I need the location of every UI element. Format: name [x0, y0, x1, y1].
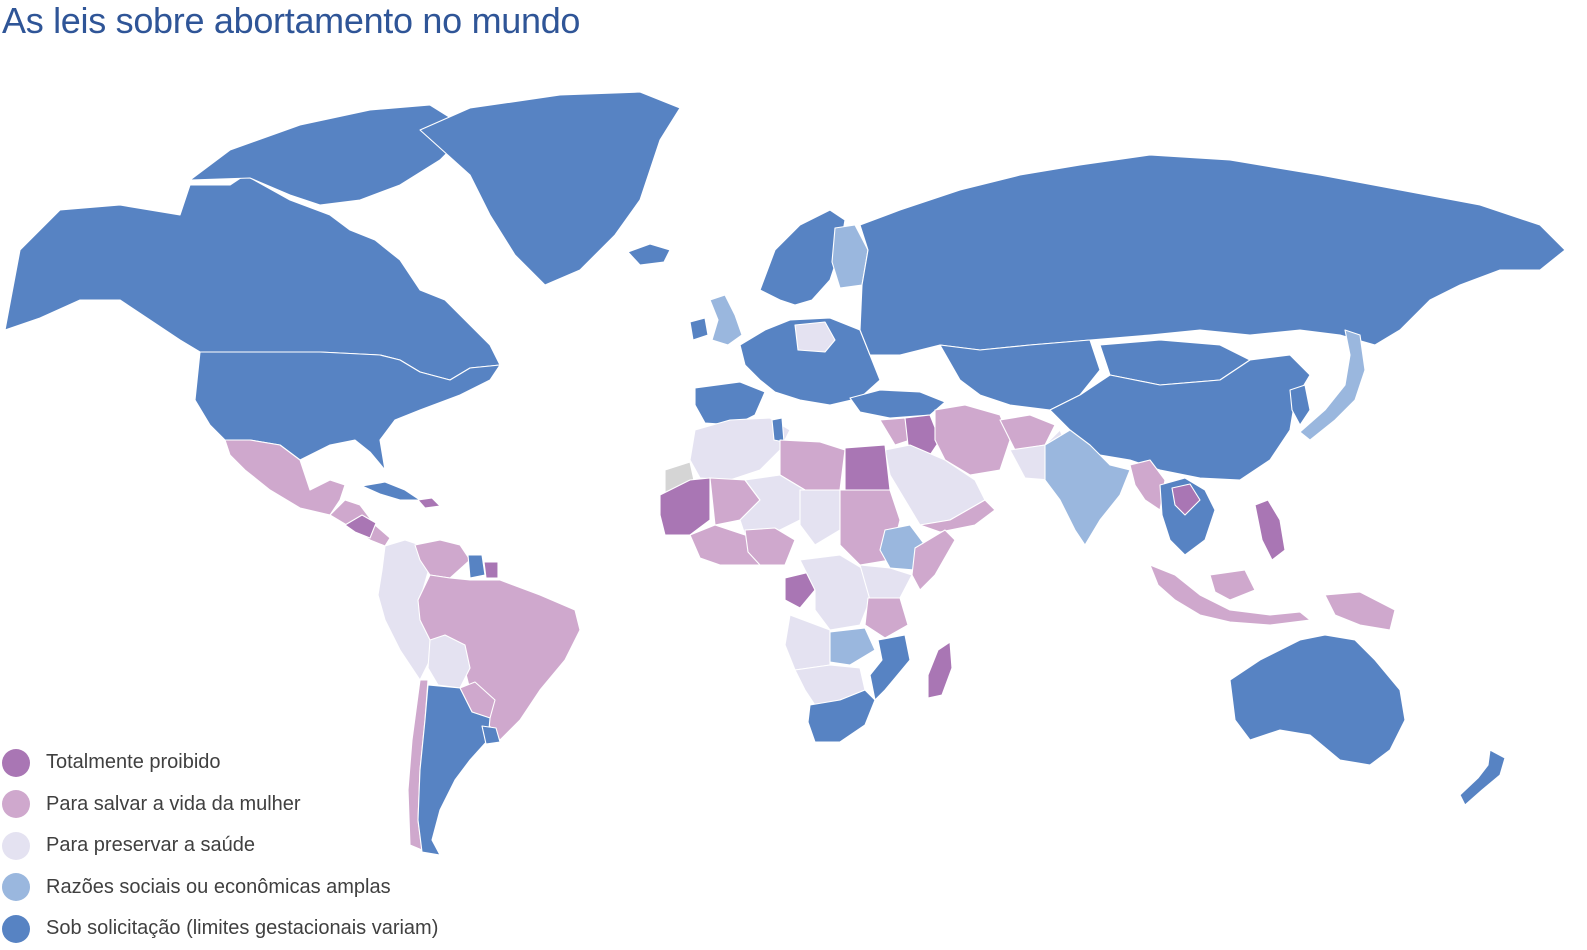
region-iceland	[627, 243, 671, 266]
region-australia	[1229, 634, 1406, 766]
legend-label: Totalmente proibido	[46, 751, 221, 774]
region-greenland	[419, 91, 681, 286]
region-tunisia	[771, 417, 785, 443]
region-koreas	[1289, 384, 1311, 426]
region-guyana	[467, 554, 486, 579]
legend-item-request: Sob solicitação (limites gestacionais va…	[2, 908, 438, 950]
legend-item-health: Para preservar a saúde	[2, 825, 438, 867]
swatch-prohibited	[2, 748, 30, 777]
region-new-zealand	[1459, 749, 1506, 806]
region-mozambique	[869, 634, 911, 701]
region-chad	[799, 489, 841, 546]
region-tanzania	[864, 597, 909, 639]
region-india	[1044, 429, 1131, 546]
legend-label: Para salvar a vida da mulher	[46, 792, 301, 815]
region-honduras-nicaragua	[344, 514, 377, 539]
region-suriname	[483, 561, 499, 579]
region-europe-west	[739, 317, 881, 406]
legend-item-life: Para salvar a vida da mulher	[2, 784, 438, 826]
region-madagascar	[927, 641, 953, 699]
region-indonesia	[1149, 564, 1311, 626]
region-uruguay	[481, 725, 501, 745]
region-canadian-arctic-islands	[189, 104, 471, 206]
region-afghanistan	[999, 414, 1056, 451]
region-cuba	[361, 481, 421, 501]
world-map	[4, 91, 1566, 856]
region-canada-alaska	[4, 174, 501, 381]
legend: Totalmente proibido Para salvar a vida d…	[2, 742, 438, 950]
region-iraq	[904, 414, 941, 456]
region-laos	[1171, 483, 1201, 516]
legend-item-socioeconomic: Razões sociais ou econômicas amplas	[2, 867, 438, 909]
region-venezuela	[414, 539, 471, 579]
region-poland	[794, 321, 836, 353]
legend-label: Sob solicitação (limites gestacionais va…	[46, 917, 439, 940]
region-egypt	[844, 444, 891, 493]
legend-label: Razões sociais ou econômicas amplas	[46, 875, 391, 898]
swatch-request	[2, 914, 30, 943]
map-title: As leis sobre abortamento no mundo	[2, 0, 581, 41]
region-bolivia	[427, 634, 471, 689]
region-china	[1049, 354, 1311, 481]
region-nigeria	[744, 527, 796, 566]
region-mauritania-senegal	[659, 477, 711, 536]
region-drc	[799, 554, 871, 631]
region-argentina	[417, 684, 491, 856]
region-papua	[1324, 591, 1396, 631]
region-north-africa	[689, 417, 791, 481]
region-east-africa	[859, 564, 913, 601]
region-angola	[784, 614, 831, 671]
region-uk	[709, 294, 743, 346]
region-turkey	[849, 389, 946, 419]
legend-item-prohibited: Totalmente proibido	[2, 742, 438, 784]
region-philippines	[1254, 499, 1286, 561]
region-mexico	[224, 439, 346, 516]
region-myanmar	[1129, 459, 1166, 511]
region-congo	[784, 571, 816, 609]
region-yemen-oman	[919, 499, 996, 533]
region-hispaniola	[417, 497, 441, 509]
region-japan	[1299, 329, 1366, 441]
region-ireland	[689, 317, 709, 341]
swatch-life	[2, 790, 30, 819]
swatch-socioeconomic	[2, 873, 30, 902]
legend-label: Para preservar a saúde	[46, 834, 256, 857]
region-iran	[934, 404, 1011, 476]
swatch-health	[2, 831, 30, 860]
region-south-africa	[807, 689, 876, 743]
region-russia	[859, 154, 1566, 356]
region-zambia	[829, 627, 876, 666]
